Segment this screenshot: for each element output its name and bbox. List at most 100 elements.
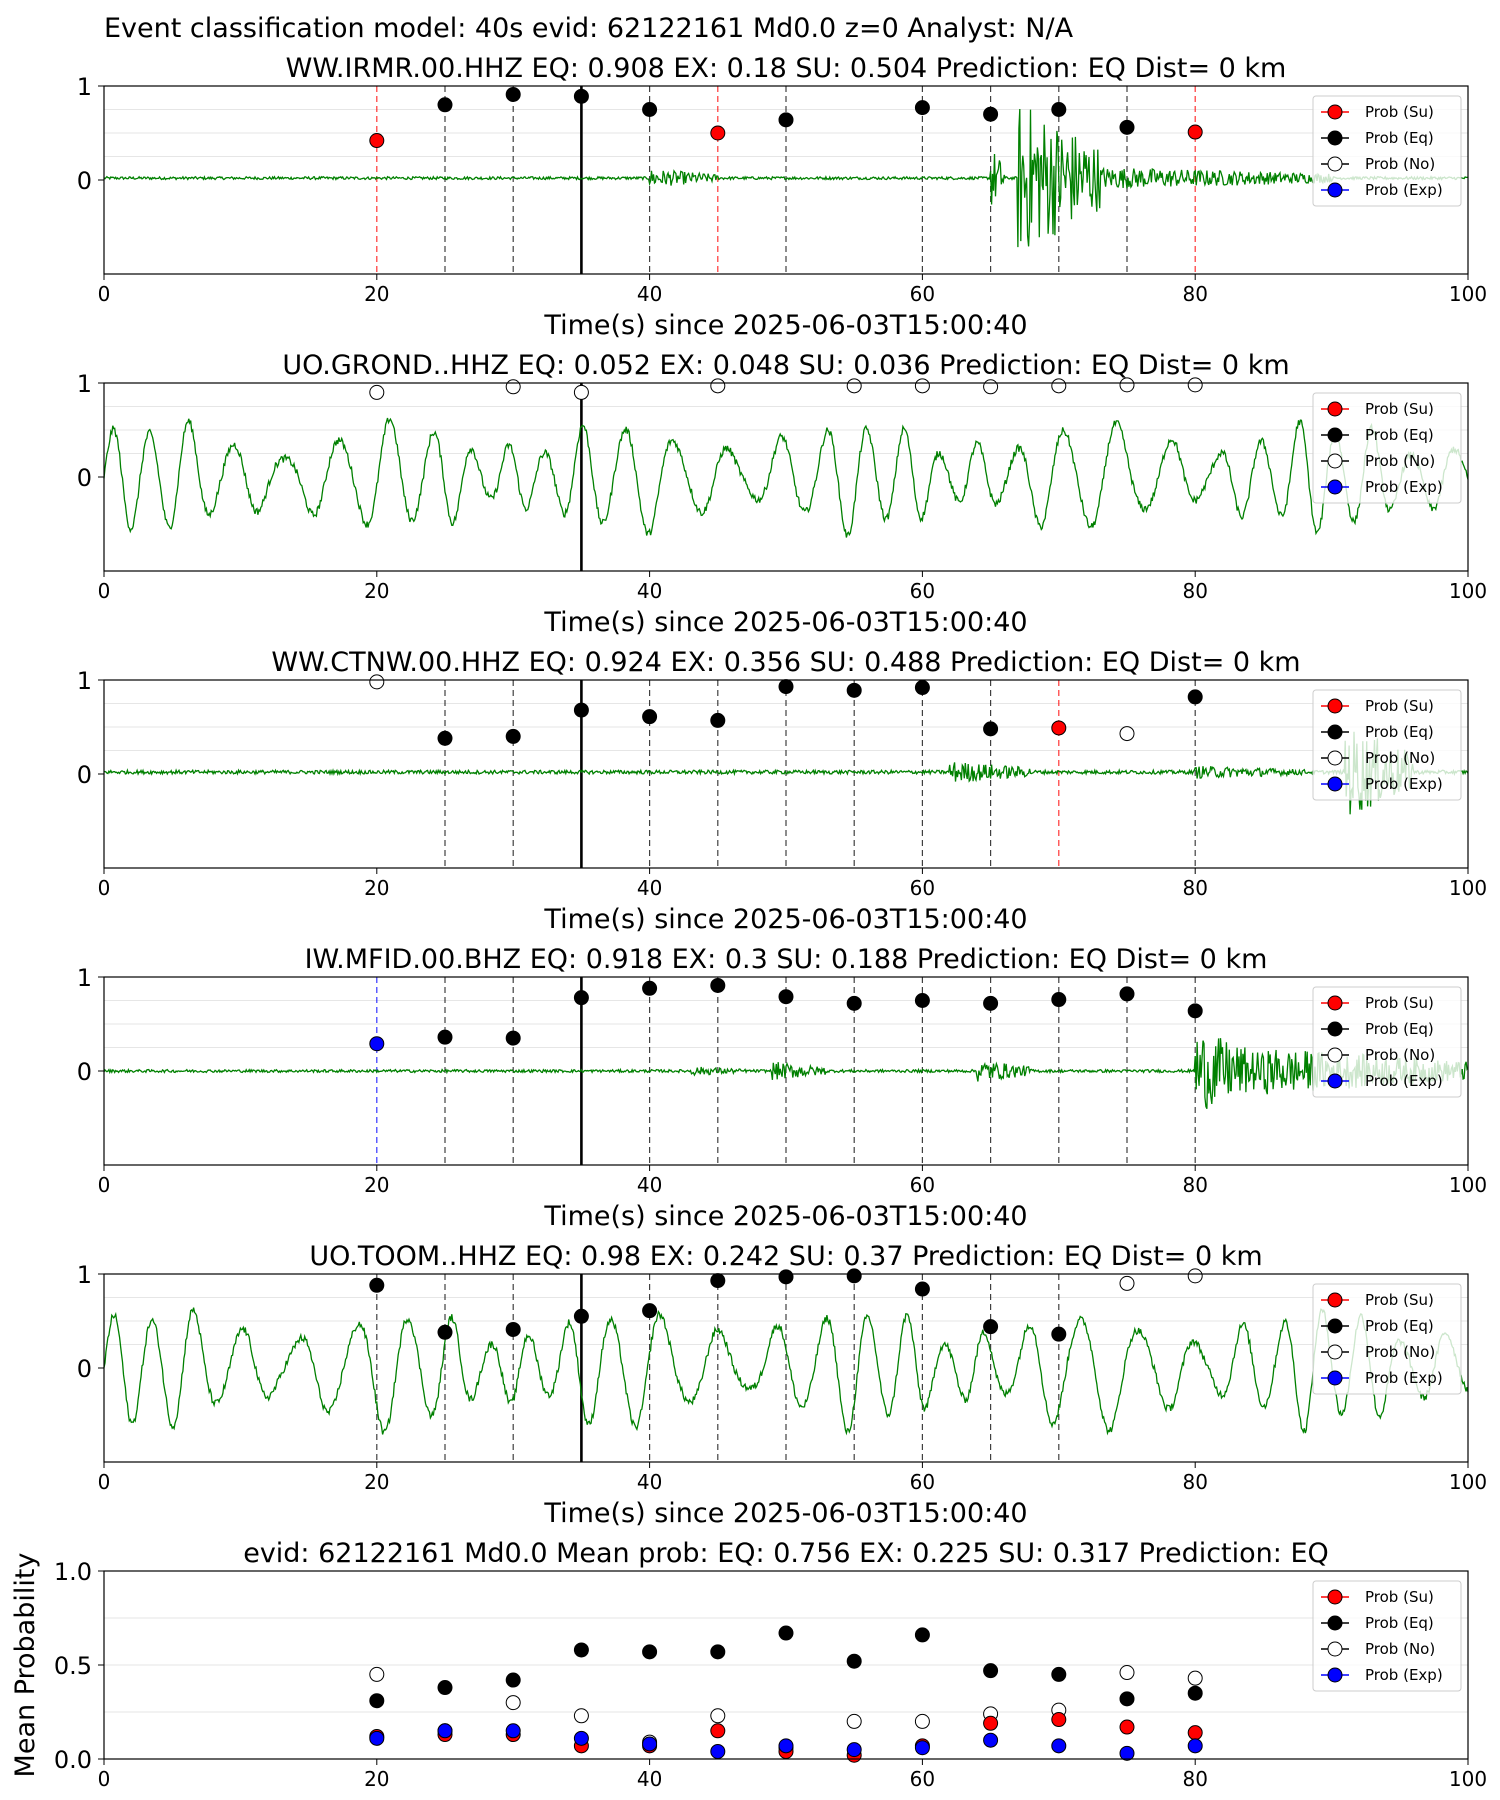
x-tick-label: 60 [910,1173,935,1197]
prob-point-eq [437,1324,453,1340]
legend-label: Prob (Exp) [1365,1072,1443,1090]
prob-point-eq [914,100,930,116]
mean-point-eq [778,1625,794,1641]
y-tick-label: 0.0 [54,1746,92,1774]
legend-label: Prob (Exp) [1365,775,1443,793]
x-tick-label: 80 [1182,579,1207,603]
prob-point-eq [914,680,930,696]
prob-point-exp [369,1036,385,1052]
panel-4: UO.TOOM..HHZ EQ: 0.98 EX: 0.242 SU: 0.37… [77,1241,1487,1529]
mean-point-eq [1051,1666,1067,1682]
mean-point-exp [914,1740,930,1756]
mean-point-exp [1051,1738,1067,1754]
prob-point-eq [642,980,658,996]
x-tick-label: 0 [98,1470,111,1494]
legend-marker [1327,1589,1343,1605]
prob-point-su [369,133,385,149]
y-tick-label: 0 [77,464,92,492]
y-tick-label: 0 [77,761,92,789]
prob-point-eq [846,682,862,698]
x-tick-label: 20 [364,282,389,306]
mean-point-eq [1187,1685,1203,1701]
mean-point-exp [505,1723,521,1739]
panel-2: WW.CTNW.00.HHZ EQ: 0.924 EX: 0.356 SU: 0… [77,647,1487,935]
prob-point-no [1051,378,1067,394]
mean-point-exp [369,1730,385,1746]
legend-box [1312,95,1462,207]
legend-label: Prob (Su) [1365,697,1434,715]
legend-marker [1327,1615,1343,1631]
x-tick-label: 100 [1449,282,1487,306]
legend-marker [1327,1292,1343,1308]
prob-point-eq [778,1269,794,1285]
x-tick-label: 20 [364,1767,389,1791]
prob-point-no [914,378,930,394]
legend-box [1312,689,1462,801]
prob-point-eq [1119,986,1135,1002]
mean-point-su [983,1715,999,1731]
mean-point-eq [642,1644,658,1660]
mean-point-exp [1187,1738,1203,1754]
x-tick-label: 80 [1182,1767,1207,1791]
mean-point-exp [642,1736,658,1752]
legend-marker [1327,698,1343,714]
prob-point-eq [983,721,999,737]
x-axis-label: Time(s) since 2025-06-03T15:00:40 [543,1201,1027,1232]
legend-box [1312,1580,1462,1692]
legend-label: Prob (No) [1365,452,1435,470]
prob-point-no [1119,377,1135,393]
y-tick-label: 0 [77,1355,92,1383]
prob-point-no [369,384,385,400]
legend-marker [1327,1370,1343,1386]
legend-marker [1327,453,1343,469]
prob-point-eq [505,1030,521,1046]
x-tick-label: 40 [637,282,662,306]
mean-point-eq [846,1653,862,1669]
x-tick-label: 100 [1449,876,1487,900]
panel-5: evid: 62122161 Md0.0 Mean prob: EQ: 0.75… [10,1538,1487,1791]
mean-point-no [1187,1670,1203,1686]
panel-title: WW.IRMR.00.HHZ EQ: 0.908 EX: 0.18 SU: 0.… [286,53,1287,84]
x-tick-label: 0 [98,579,111,603]
x-tick-label: 40 [637,876,662,900]
x-tick-label: 40 [637,1173,662,1197]
mean-point-no [914,1713,930,1729]
mean-point-eq [1119,1691,1135,1707]
x-tick-label: 80 [1182,1173,1207,1197]
legend-label: Prob (No) [1365,1640,1435,1658]
prob-point-no [710,378,726,394]
mean-point-eq [983,1663,999,1679]
x-tick-label: 40 [637,1470,662,1494]
mean-point-exp [983,1732,999,1748]
x-tick-label: 0 [98,282,111,306]
prob-point-eq [778,989,794,1005]
x-tick-label: 100 [1449,1767,1487,1791]
prob-point-su [1187,124,1203,140]
legend-label: Prob (No) [1365,155,1435,173]
legend-marker [1327,401,1343,417]
mean-point-su [1119,1719,1135,1735]
panel-title: UO.TOOM..HHZ EQ: 0.98 EX: 0.242 SU: 0.37… [309,1241,1262,1272]
prob-point-no [846,378,862,394]
prob-point-eq [642,1303,658,1319]
legend-label: Prob (Su) [1365,1291,1434,1309]
x-tick-label: 60 [910,1767,935,1791]
prob-point-eq [983,1319,999,1335]
x-tick-label: 0 [98,1173,111,1197]
mean-point-eq [437,1680,453,1696]
x-tick-label: 80 [1182,1470,1207,1494]
prob-point-eq [642,102,658,117]
mean-point-no [369,1666,385,1682]
x-tick-label: 40 [637,579,662,603]
prob-point-eq [573,990,589,1006]
x-tick-label: 0 [98,876,111,900]
legend-label: Prob (Su) [1365,1588,1434,1606]
legend-marker [1327,1667,1343,1683]
axes-frame [103,976,1469,1166]
panel-1: UO.GROND..HHZ EQ: 0.052 EX: 0.048 SU: 0.… [77,350,1487,638]
mean-point-exp [1119,1745,1135,1761]
mean-point-no [573,1708,589,1724]
y-tick-label: 1 [77,1261,92,1289]
legend-label: Prob (Eq) [1365,1614,1434,1632]
prob-point-eq [1051,1326,1067,1342]
